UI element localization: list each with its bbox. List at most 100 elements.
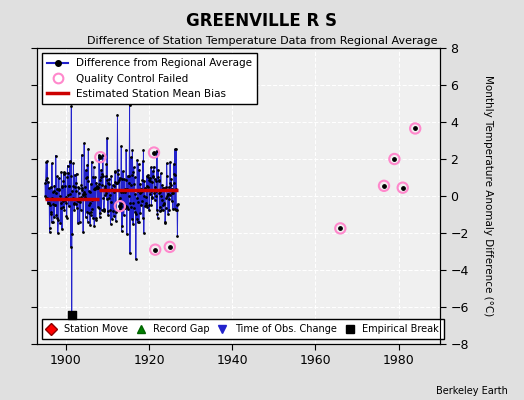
Point (158, 202, 167, 208)
Point (91, 215, 100, 222)
Point (173, 202, 181, 209)
Point (88, 158, 96, 165)
Point (117, 143, 125, 149)
Point (78, 185, 86, 191)
Point (107, 186, 116, 192)
Point (75, 195, 83, 201)
Point (99, 173, 107, 180)
Point (86, 222, 94, 228)
Point (152, 207, 161, 213)
Point (128, 171, 136, 178)
Point (92, 184, 101, 190)
Point (125, 172, 134, 179)
Point (52, 190, 60, 197)
Point (93, 204, 102, 210)
Point (127, 216, 136, 222)
Point (89, 185, 97, 192)
Point (86, 189, 95, 195)
Y-axis label: Monthly Temperature Anomaly Difference (°C): Monthly Temperature Anomaly Difference (… (483, 75, 493, 317)
Point (146, 190, 155, 197)
Point (48, 160, 56, 166)
Point (53, 230, 62, 236)
Point (104, 180, 113, 187)
Point (159, 185, 167, 192)
Point (147, 188, 155, 194)
Point (67, 173, 75, 180)
Point (118, 176, 126, 182)
Point (150, 164, 158, 170)
Point (79, 190, 88, 197)
Point (136, 210, 144, 216)
Point (169, 206, 177, 212)
Point (134, 161, 143, 167)
Point (60, 169, 68, 176)
Point (93, 185, 101, 191)
Point (141, 203, 149, 209)
Point (115, 174, 124, 181)
Point (157, 193, 165, 200)
Point (86, 212, 95, 218)
Point (97, 207, 106, 213)
Point (50, 214, 58, 220)
Point (54, 217, 62, 224)
Point (380, 183, 388, 189)
Point (61, 183, 69, 190)
Point (82, 174, 91, 180)
Point (106, 192, 114, 198)
Point (47, 184, 55, 190)
Point (127, 182, 136, 188)
Point (82, 167, 90, 173)
Point (78, 152, 86, 158)
Point (115, 196, 123, 203)
Point (55, 186, 63, 193)
Point (106, 207, 114, 214)
Point (108, 186, 116, 193)
Point (144, 172, 152, 178)
Point (122, 177, 130, 184)
Point (140, 193, 148, 200)
Point (74, 184, 82, 190)
Point (144, 174, 152, 180)
Point (150, 176, 159, 182)
Point (92, 180, 101, 186)
Point (164, 210, 172, 217)
Point (41, 177, 50, 183)
Point (69, 194, 77, 201)
Point (43, 200, 52, 206)
Point (143, 204, 151, 210)
Point (45, 185, 53, 192)
Point (157, 170, 165, 176)
Point (137, 202, 145, 209)
Point (128, 147, 137, 153)
Point (62, 212, 71, 219)
Point (126, 203, 135, 210)
Point (122, 146, 130, 153)
Point (124, 192, 133, 199)
Point (87, 180, 95, 187)
Point (162, 184, 170, 190)
Point (169, 190, 178, 196)
Point (81, 184, 89, 190)
Point (127, 154, 135, 160)
Point (60, 171, 68, 178)
Point (77, 193, 85, 200)
Point (108, 182, 117, 188)
Point (59, 204, 67, 210)
Point (148, 194, 157, 201)
Point (108, 215, 116, 222)
Point (76, 198, 84, 205)
Point (69, 183, 77, 189)
Point (84, 210, 93, 216)
Point (41, 193, 50, 199)
Point (79, 229, 88, 236)
Point (89, 215, 97, 222)
Point (61, 196, 69, 203)
Point (49, 188, 58, 194)
Point (72, 180, 80, 186)
Point (111, 168, 119, 174)
Point (90, 186, 99, 193)
Point (129, 164, 138, 171)
Point (64, 170, 72, 176)
Point (96, 154, 104, 160)
Point (90, 223, 99, 229)
